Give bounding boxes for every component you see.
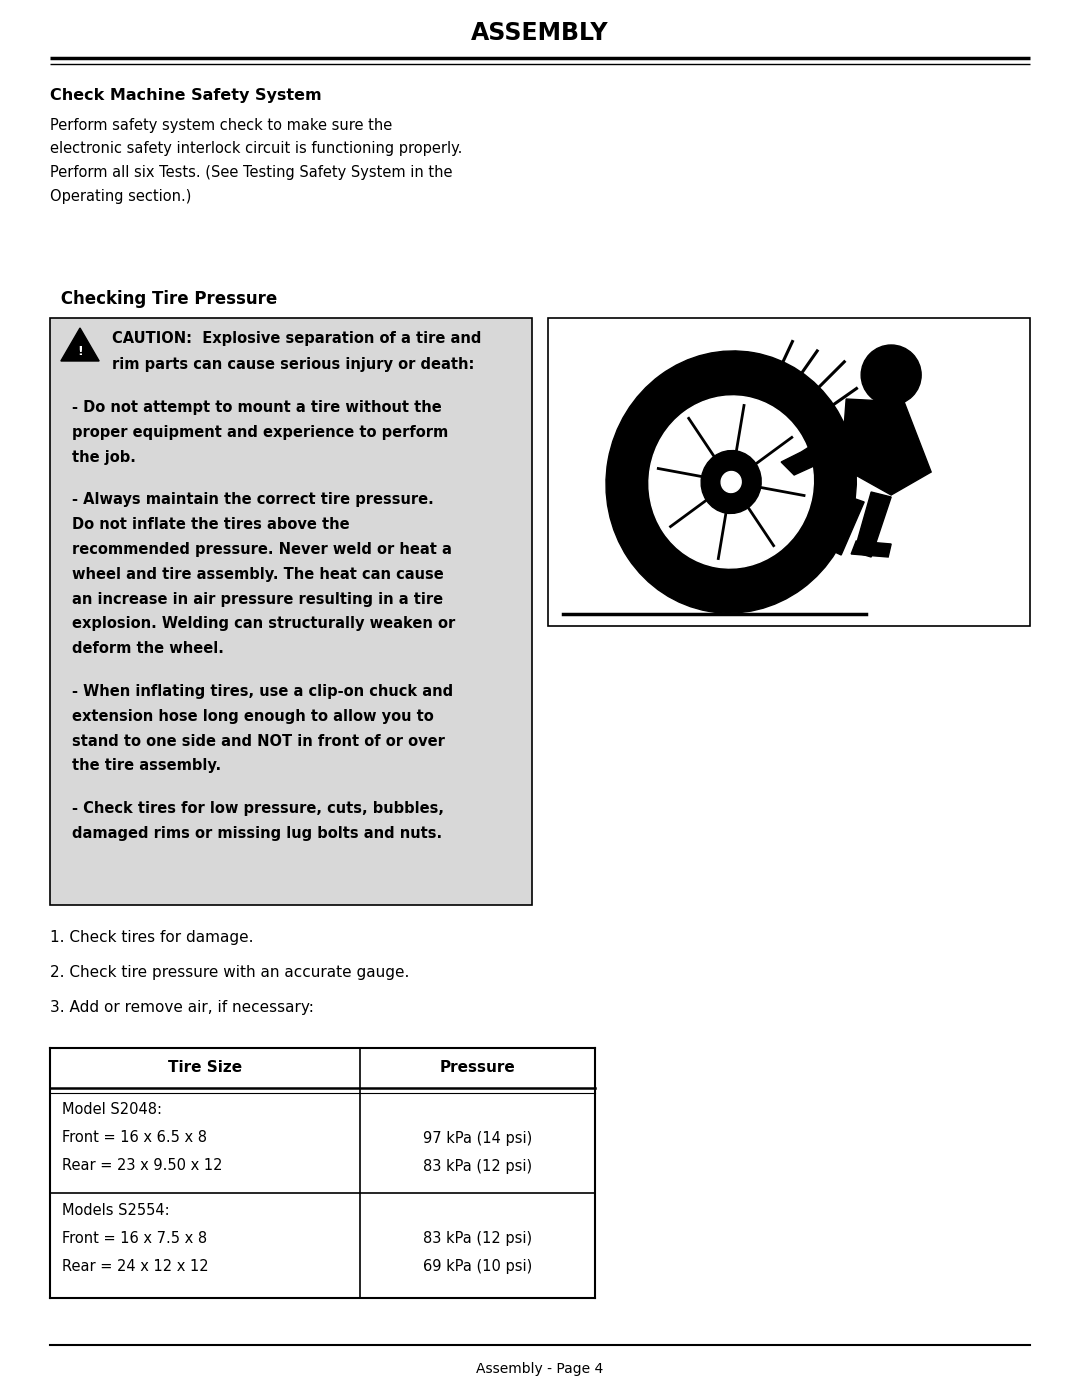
Text: 83 kPa (12 psi): 83 kPa (12 psi)	[423, 1158, 532, 1173]
Text: Pressure: Pressure	[440, 1060, 515, 1076]
Text: Do not inflate the tires above the: Do not inflate the tires above the	[72, 517, 350, 532]
Polygon shape	[851, 541, 891, 557]
Text: 3. Add or remove air, if necessary:: 3. Add or remove air, if necessary:	[50, 1000, 314, 1016]
Text: extension hose long enough to allow you to: extension hose long enough to allow you …	[72, 708, 434, 724]
Text: Front = 16 x 7.5 x 8: Front = 16 x 7.5 x 8	[62, 1231, 207, 1246]
Text: !: !	[77, 345, 83, 358]
Polygon shape	[781, 427, 845, 475]
Polygon shape	[60, 328, 99, 360]
Text: 2. Check tire pressure with an accurate gauge.: 2. Check tire pressure with an accurate …	[50, 965, 409, 981]
Text: Tire Size: Tire Size	[167, 1060, 242, 1076]
Text: Front = 16 x 6.5 x 8: Front = 16 x 6.5 x 8	[62, 1130, 207, 1146]
Circle shape	[861, 345, 921, 405]
Ellipse shape	[606, 351, 856, 613]
Text: CAUTION:  Explosive separation of a tire and: CAUTION: Explosive separation of a tire …	[112, 331, 482, 346]
Text: an increase in air pressure resulting in a tire: an increase in air pressure resulting in…	[72, 591, 443, 606]
Text: Operating section.): Operating section.)	[50, 189, 191, 204]
Ellipse shape	[721, 472, 741, 493]
Text: Model S2048:: Model S2048:	[62, 1102, 162, 1118]
FancyBboxPatch shape	[50, 1048, 595, 1298]
Text: rim parts can cause serious injury or death:: rim parts can cause serious injury or de…	[112, 356, 474, 372]
Text: the job.: the job.	[72, 450, 136, 465]
Text: - Always maintain the correct tire pressure.: - Always maintain the correct tire press…	[72, 492, 434, 507]
Text: wheel and tire assembly. The heat can cause: wheel and tire assembly. The heat can ca…	[72, 567, 444, 581]
Text: - Check tires for low pressure, cuts, bubbles,: - Check tires for low pressure, cuts, bu…	[72, 802, 444, 816]
Text: Assembly - Page 4: Assembly - Page 4	[476, 1362, 604, 1376]
Text: Perform all six Tests. (See Testing Safety System in the: Perform all six Tests. (See Testing Safe…	[50, 165, 453, 180]
Text: Check Machine Safety System: Check Machine Safety System	[50, 88, 322, 103]
Ellipse shape	[701, 451, 761, 514]
Text: proper equipment and experience to perform: proper equipment and experience to perfo…	[72, 425, 448, 440]
Text: Rear = 24 x 12 x 12: Rear = 24 x 12 x 12	[62, 1259, 208, 1274]
Ellipse shape	[649, 395, 813, 569]
Text: stand to one side and NOT in front of or over: stand to one side and NOT in front of or…	[72, 733, 445, 749]
Text: 83 kPa (12 psi): 83 kPa (12 psi)	[423, 1231, 532, 1246]
Polygon shape	[854, 492, 891, 557]
Text: the tire assembly.: the tire assembly.	[72, 759, 221, 774]
Text: ASSEMBLY: ASSEMBLY	[471, 21, 609, 45]
Text: recommended pressure. Never weld or heat a: recommended pressure. Never weld or heat…	[72, 542, 451, 557]
Text: Perform safety system check to make sure the: Perform safety system check to make sure…	[50, 117, 392, 133]
Text: 97 kPa (14 psi): 97 kPa (14 psi)	[423, 1130, 532, 1146]
FancyBboxPatch shape	[50, 319, 532, 905]
Text: damaged rims or missing lug bolts and nuts.: damaged rims or missing lug bolts and nu…	[72, 826, 442, 841]
Text: explosion. Welding can structurally weaken or: explosion. Welding can structurally weak…	[72, 616, 456, 631]
Text: electronic safety interlock circuit is functioning properly.: electronic safety interlock circuit is f…	[50, 141, 462, 156]
Text: Models S2554:: Models S2554:	[62, 1203, 170, 1218]
Text: Rear = 23 x 9.50 x 12: Rear = 23 x 9.50 x 12	[62, 1158, 222, 1173]
Text: - When inflating tires, use a clip-on chuck and: - When inflating tires, use a clip-on ch…	[72, 685, 454, 698]
Text: 1. Check tires for damage.: 1. Check tires for damage.	[50, 930, 254, 944]
Text: deform the wheel.: deform the wheel.	[72, 641, 224, 657]
Text: - Do not attempt to mount a tire without the: - Do not attempt to mount a tire without…	[72, 400, 442, 415]
Polygon shape	[841, 400, 931, 495]
FancyBboxPatch shape	[548, 319, 1030, 626]
Text: 69 kPa (10 psi): 69 kPa (10 psi)	[423, 1259, 532, 1274]
Polygon shape	[824, 495, 864, 555]
Text: Checking Tire Pressure: Checking Tire Pressure	[55, 291, 278, 307]
